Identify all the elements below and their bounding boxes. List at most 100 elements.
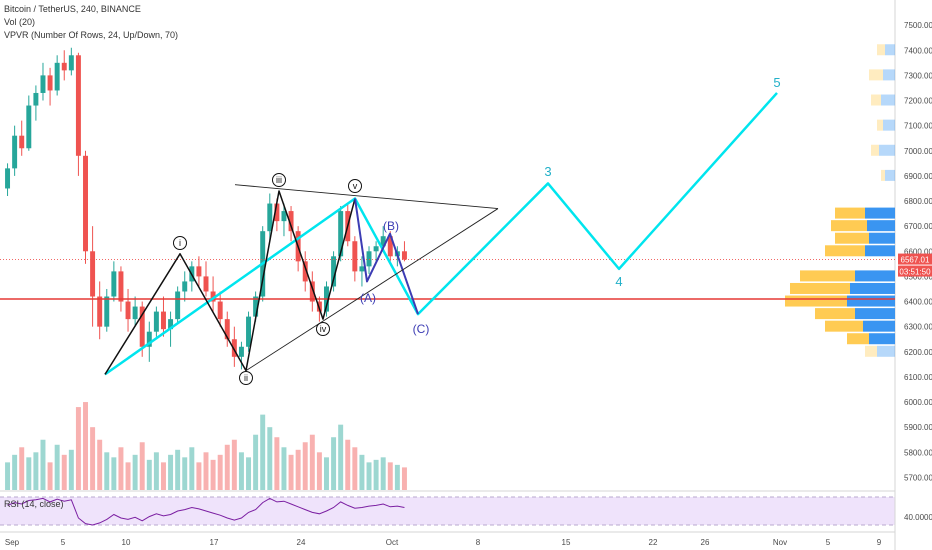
symbol-title[interactable]: Bitcoin / TetherUS, 240, BINANCE — [4, 4, 141, 14]
candle-body — [274, 203, 280, 222]
candle-body — [83, 155, 88, 252]
volume-bar — [203, 452, 209, 490]
countdown-badge — [898, 265, 932, 277]
candle-body — [33, 92, 39, 106]
price-tick-label: 6500.00 — [904, 272, 932, 281]
wave-label-iv: iv — [320, 324, 327, 334]
volume-bar — [75, 407, 81, 490]
candle-body — [153, 311, 159, 332]
time-scale[interactable]: Sep 5 10 17 24 Oct 8 15 22 26 Nov 5 9 — [5, 538, 882, 547]
time-tick-label: 8 — [476, 538, 481, 547]
volume-profile-buy-bar — [885, 44, 895, 56]
time-tick-label: 26 — [701, 538, 710, 547]
volume-bar — [111, 457, 117, 490]
volume-profile-sell-bar — [869, 69, 883, 81]
volume-bar — [175, 449, 181, 490]
price-scale[interactable]: 5700.00 5800.00 5900.00 6000.00 6100.00 6200.… — [904, 21, 932, 522]
volume-profile-buy-bar — [865, 207, 895, 219]
wave-label-circle — [348, 179, 362, 193]
candle-body — [75, 55, 81, 156]
volume-bar — [210, 459, 216, 490]
volume-bar — [352, 447, 358, 490]
volume-bar — [316, 452, 322, 490]
candle-body — [40, 75, 46, 93]
candle-body — [68, 55, 74, 71]
time-tick-label: Nov — [773, 538, 787, 547]
price-tick-label: 6300.00 — [904, 323, 932, 332]
volume-bar — [104, 452, 110, 490]
volume-profile-buy-bar — [850, 282, 895, 294]
volume-profile-buy-bar — [869, 333, 895, 345]
volume-bar — [47, 462, 53, 490]
price-tick-label: 6900.00 — [904, 172, 932, 181]
price-pane[interactable] — [0, 0, 895, 488]
triangle-upper-trendline — [234, 184, 499, 210]
volume-bar — [196, 462, 202, 490]
candle-body — [338, 211, 344, 257]
price-tick-label: 7000.00 — [904, 147, 932, 156]
volume-bar — [146, 459, 152, 490]
candle-body — [182, 281, 188, 292]
candle-body — [288, 211, 294, 232]
volume-indicator-label[interactable]: Vol (20) — [4, 17, 36, 27]
price-tick-label: 6200.00 — [904, 348, 932, 357]
volume-profile-sell-bar — [871, 94, 881, 106]
volume-bar — [394, 464, 400, 490]
time-tick-label: 24 — [297, 538, 306, 547]
minor-wave-line — [104, 190, 356, 375]
price-tick-label: 7300.00 — [904, 71, 932, 80]
last-price-text: 6567.01 — [901, 256, 930, 265]
candle-body — [118, 271, 124, 302]
rsi-band — [0, 497, 895, 525]
candle-body — [146, 331, 152, 347]
time-tick-label: 9 — [877, 538, 882, 547]
wave-label-correction: (B) — [383, 219, 399, 233]
candle-body — [125, 301, 131, 320]
volume-bar — [359, 454, 365, 490]
volume-profile-sell-bar — [825, 245, 865, 257]
candle-body — [246, 316, 252, 347]
wave-label-projection: 4 — [615, 274, 622, 289]
volume-bar — [61, 454, 67, 490]
volume-profile-sell-bar — [785, 295, 847, 307]
time-tick-label: 22 — [649, 538, 658, 547]
wave-label-correction: (C) — [413, 322, 430, 336]
volume-profile-sell-bar — [835, 232, 869, 244]
candle-body — [61, 62, 67, 71]
wave-label-correction: (A) — [360, 291, 376, 305]
volume-bar — [401, 467, 407, 490]
last-price-badge — [898, 253, 932, 265]
vpvr-indicator-label[interactable]: VPVR (Number Of Rows, 24, Up/Down, 70) — [4, 30, 179, 40]
volume-profile-sell-bar — [815, 308, 855, 320]
candle-body — [217, 301, 223, 320]
volume-profile-sell-bar — [790, 282, 850, 294]
volume-bar — [54, 444, 60, 490]
volume-bar — [380, 457, 386, 490]
time-tick-label: Oct — [386, 538, 399, 547]
volume-profile-sell-bar — [871, 144, 879, 156]
candle-body — [139, 306, 145, 347]
volume-bar — [33, 452, 39, 490]
volume-bar — [295, 449, 301, 490]
rsi-indicator-label[interactable]: RSI (14, close) — [4, 499, 64, 509]
drawn-wave-lines[interactable] — [0, 92, 895, 376]
price-tick-label: 6400.00 — [904, 298, 932, 307]
wave-label-circle — [239, 371, 253, 385]
candle-body — [26, 105, 32, 149]
candle-body — [309, 281, 315, 302]
candle-body — [224, 319, 230, 340]
volume-bar — [189, 447, 195, 490]
candle-body — [104, 296, 110, 327]
wave-label-projection: 3 — [544, 164, 551, 179]
volume-bar — [160, 462, 166, 490]
volume-bar — [331, 437, 337, 490]
price-tick-label: 5800.00 — [904, 448, 932, 457]
volume-profile-sell-bar — [877, 44, 885, 56]
volume-bar — [97, 439, 103, 490]
time-tick-label: 15 — [562, 538, 571, 547]
volume-bar — [281, 447, 287, 490]
candle-body — [196, 266, 202, 277]
